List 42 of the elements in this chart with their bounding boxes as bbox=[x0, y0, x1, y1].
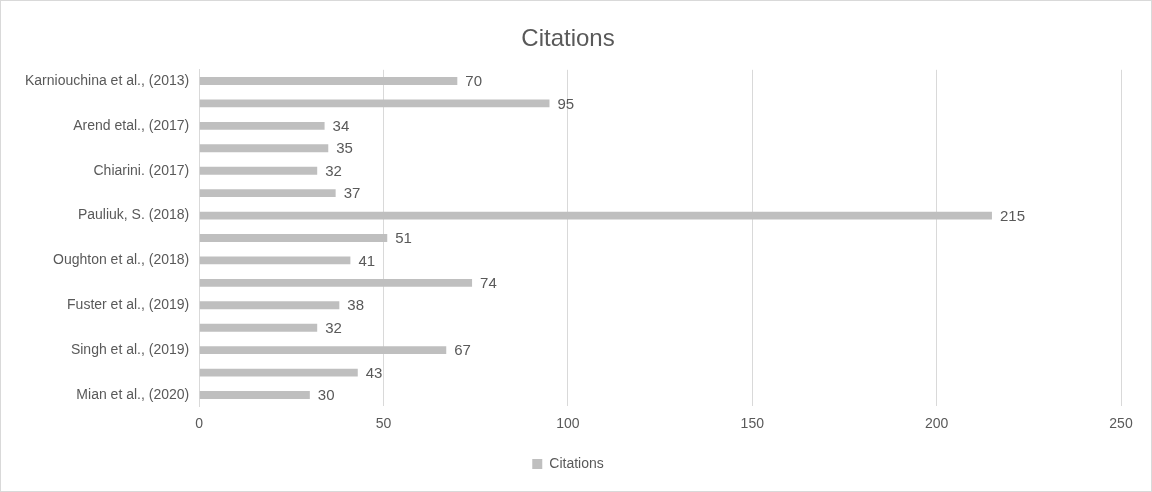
bar bbox=[199, 77, 458, 85]
data-label: 43 bbox=[365, 363, 383, 381]
chart-title: Citations bbox=[521, 24, 615, 52]
data-label: 35 bbox=[336, 139, 353, 157]
bar bbox=[199, 189, 336, 198]
data-label: 74 bbox=[480, 273, 497, 291]
bar bbox=[199, 278, 473, 287]
y-tick-label: Chiarini. (2017) bbox=[93, 161, 190, 178]
bar bbox=[199, 346, 447, 355]
data-label: 32 bbox=[325, 318, 342, 336]
bar bbox=[199, 166, 318, 175]
bar bbox=[199, 323, 318, 332]
bar bbox=[199, 391, 310, 399]
data-label: 32 bbox=[325, 161, 342, 179]
y-tick-label: Pauliuk, S. (2018) bbox=[77, 206, 190, 223]
y-tick-label: Mian et al., (2020) bbox=[76, 385, 190, 402]
data-label: 38 bbox=[347, 296, 365, 314]
x-tick-label: 0 bbox=[195, 415, 204, 432]
bar bbox=[199, 144, 329, 153]
data-label: 95 bbox=[557, 94, 575, 112]
bar bbox=[199, 121, 325, 130]
y-tick-label: Fuster et al., (2019) bbox=[67, 296, 190, 313]
bar bbox=[199, 301, 340, 310]
x-tick-label: 50 bbox=[375, 415, 392, 432]
data-label: 215 bbox=[999, 206, 1025, 224]
data-label: 51 bbox=[395, 229, 412, 247]
x-tick-label: 250 bbox=[1109, 415, 1133, 432]
data-label: 34 bbox=[332, 117, 350, 135]
data-label: 70 bbox=[465, 72, 482, 90]
data-label: 30 bbox=[317, 386, 335, 404]
data-label: 37 bbox=[343, 184, 361, 202]
y-tick-label: Oughton et al., (2018) bbox=[53, 251, 190, 268]
data-label: 41 bbox=[358, 251, 376, 269]
y-tick-label: Karniouchina et al., (2013) bbox=[24, 71, 190, 88]
x-tick-label: 200 bbox=[924, 415, 949, 432]
x-tick-label: 100 bbox=[556, 415, 580, 432]
data-label: 67 bbox=[454, 341, 471, 359]
legend-label: Citations bbox=[549, 454, 604, 471]
y-tick-label: Arend etal., (2017) bbox=[73, 116, 190, 133]
y-tick-label: Singh et al., (2019) bbox=[70, 340, 190, 357]
x-tick-label: 150 bbox=[740, 415, 765, 432]
bar bbox=[199, 234, 388, 242]
